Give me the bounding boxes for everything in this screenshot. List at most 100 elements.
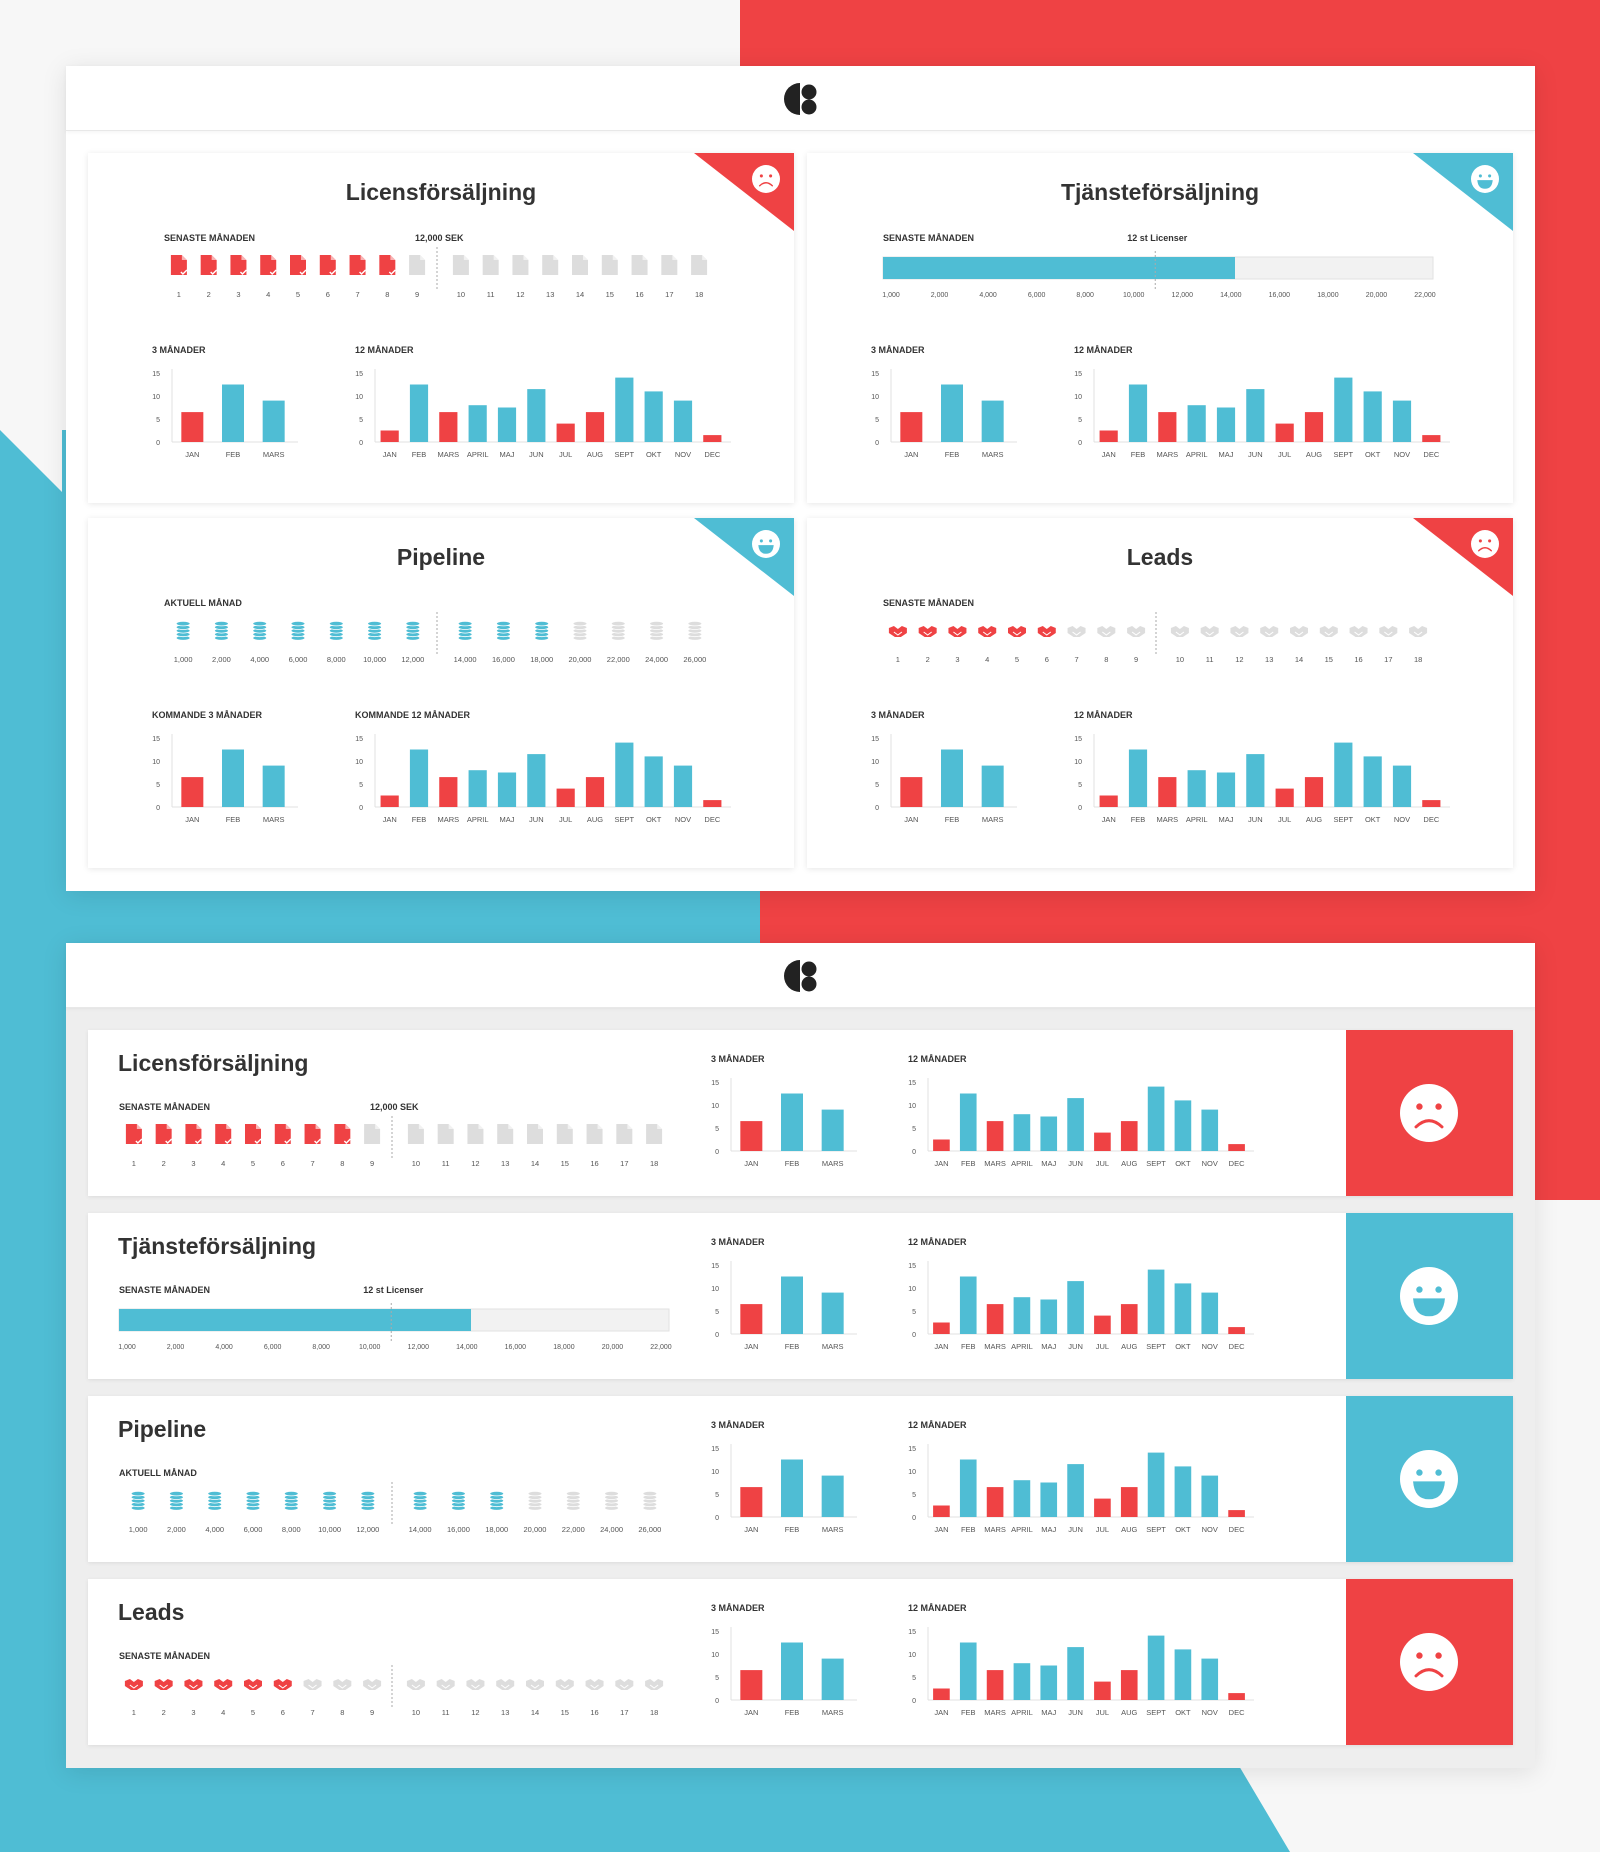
tracker-tick-label: 10 [412,1159,420,1168]
bar-jan [380,430,399,442]
x-tick-label: MARS [437,450,459,459]
kpi-row-3[interactable]: Leads SENASTE MÅNADEN 1 2 3 4 5 6 7 8 9 10 11 12 13 14 1… [88,1579,1513,1745]
twelve-month-bar-chart: 12 MÅNADER 15 10 5 0 JAN FEB MARS APRIL MAJ JUN JUL… [908,1054,1258,1184]
y-tick-label: 0 [1078,805,1082,812]
y-tick-label: 10 [871,759,879,766]
document-icon [661,255,678,275]
tracker-tick-label: 12 [471,1159,479,1168]
tracker-tick-label: 20,000 [524,1525,547,1534]
x-tick-label: MARS [984,1525,1006,1534]
x-tick-label: JUN [529,815,544,824]
x-tick-label: JAN [185,815,199,824]
tracker-tick-label: 17 [620,1159,628,1168]
document-icon [334,1124,351,1144]
x-tick-label: JAN [934,1342,948,1351]
tracker-label: SENASTE MÅNADEN [119,1651,211,1661]
x-tick-label: MARS [822,1525,844,1534]
tracker-label: SENASTE MÅNADEN [119,1285,211,1295]
handshake-icon [1067,626,1086,637]
status-corner-badge [694,518,794,596]
bar-feb [1128,384,1148,442]
kpi-row-2[interactable]: Pipeline AKTUELL MÅNAD 1,000 2,000 4,000 6,00… [88,1396,1513,1562]
y-tick-label: 15 [711,1080,719,1087]
kpi-card-3[interactable]: Leads SENASTE MÅNADEN 1 2 3 4 5 6 7 8 9 10 11 12 13 14 1… [807,518,1513,868]
row-title: Pipeline [118,1416,207,1442]
tracker-tick-label: 6 [326,290,330,299]
bar-nov [673,400,693,442]
tracker-tick-label: 4 [266,290,270,299]
x-tick-label: JAN [934,1159,948,1168]
handshake-icon [244,1679,262,1690]
y-tick-label: 0 [715,1698,719,1705]
x-tick-label: SEPT [1334,815,1354,824]
bar-jan [933,1322,950,1334]
handshake-icon [436,1679,455,1690]
tracker-tick-label: 1,000 [129,1525,148,1534]
coin-stack-icon [283,1490,299,1511]
x-tick-label: SEPT [615,450,635,459]
tracker-tick-label: 9 [370,1708,374,1717]
y-tick-label: 15 [1074,371,1082,378]
tracker-label: SENASTE MÅNADEN [883,598,975,608]
chart-label: 3 MÅNADER [711,1603,765,1613]
x-tick-label: JUN [1248,815,1263,824]
document-icon [601,255,618,275]
document-icon [497,1124,514,1144]
x-tick-label: MARS [822,1342,844,1351]
y-tick-label: 10 [355,759,363,766]
x-tick-label: FEB [945,815,960,824]
chart-label: 12 MÅNADER [908,1603,967,1613]
x-tick-label: FEB [785,1708,800,1717]
kpi-card-0[interactable]: Licensförsäljning SENASTE MÅNADEN 1 2 3 4 5 6 7 8… [88,153,794,503]
handshake-icon [615,1679,634,1690]
tracker-tick-label: 16 [635,290,643,299]
y-tick-label: 5 [715,1492,719,1499]
y-tick-label: 0 [875,440,879,447]
handshake-icon [303,1679,322,1690]
y-tick-label: 5 [715,1126,719,1133]
chart-label: KOMMANDE 3 MÅNADER [152,710,262,720]
x-tick-label: DEC [704,815,720,824]
tracker-tick-label: 3 [955,655,959,664]
bar-sept [1147,1086,1165,1151]
y-tick-label: 10 [1074,394,1082,401]
bar-dec [1228,1693,1245,1700]
progress-fill [883,257,1235,279]
handshake-icon [1319,626,1338,637]
bar-april [1013,1114,1031,1151]
coin-stack-icon [457,620,473,641]
tracker-tick-label: 10,000 [318,1525,341,1534]
y-tick-label: 15 [871,736,879,743]
kpi-card-1[interactable]: Tjänsteförsäljning SENASTE MÅNADEN 12 st L… [807,153,1513,503]
tracker-tick-label: 7 [310,1159,314,1168]
tracker-tick-label: 11 [1206,655,1214,664]
y-tick-label: 10 [908,1103,916,1110]
bar-jun [1246,389,1265,442]
tracker-tick-label: 22,000 [607,655,630,664]
sad-face-icon [1400,1084,1458,1142]
bar-maj [1040,1665,1058,1700]
kpi-row-0[interactable]: Licensförsäljning SENASTE MÅNADEN 1 2 3 4 5 6 7 8… [88,1030,1513,1196]
kpi-card-2[interactable]: Pipeline AKTUELL MÅNAD 1,000 2,000 4,000 6,00… [88,518,794,868]
x-tick-label: JAN [185,450,199,459]
handshake-icon [1230,626,1249,637]
document-icon [290,255,307,275]
brand-logo-icon [784,960,817,992]
tracker-tick-label: 18 [1414,655,1422,664]
bar-okt [1174,1283,1192,1334]
tracker-tick-label: 8,000 [282,1525,301,1534]
tracker-tick-label: 1,000 [174,655,193,664]
x-tick-label: FEB [961,1159,976,1168]
bar-nov [673,765,693,807]
document-icon [542,255,559,275]
x-tick-label: DEC [704,450,720,459]
kpi-row-1[interactable]: Tjänsteförsäljning SENASTE MÅNADEN 12 st L… [88,1213,1513,1379]
bar-jul [1275,788,1294,807]
scale-label: 16,000 [505,1344,527,1351]
tracker-tick-label: 10 [412,1708,420,1717]
tracker-tick-label: 16 [590,1708,598,1717]
x-tick-label: MAJ [1041,1525,1056,1534]
bar-maj [1040,1482,1058,1517]
x-tick-label: MARS [1156,815,1178,824]
y-tick-label: 15 [355,371,363,378]
